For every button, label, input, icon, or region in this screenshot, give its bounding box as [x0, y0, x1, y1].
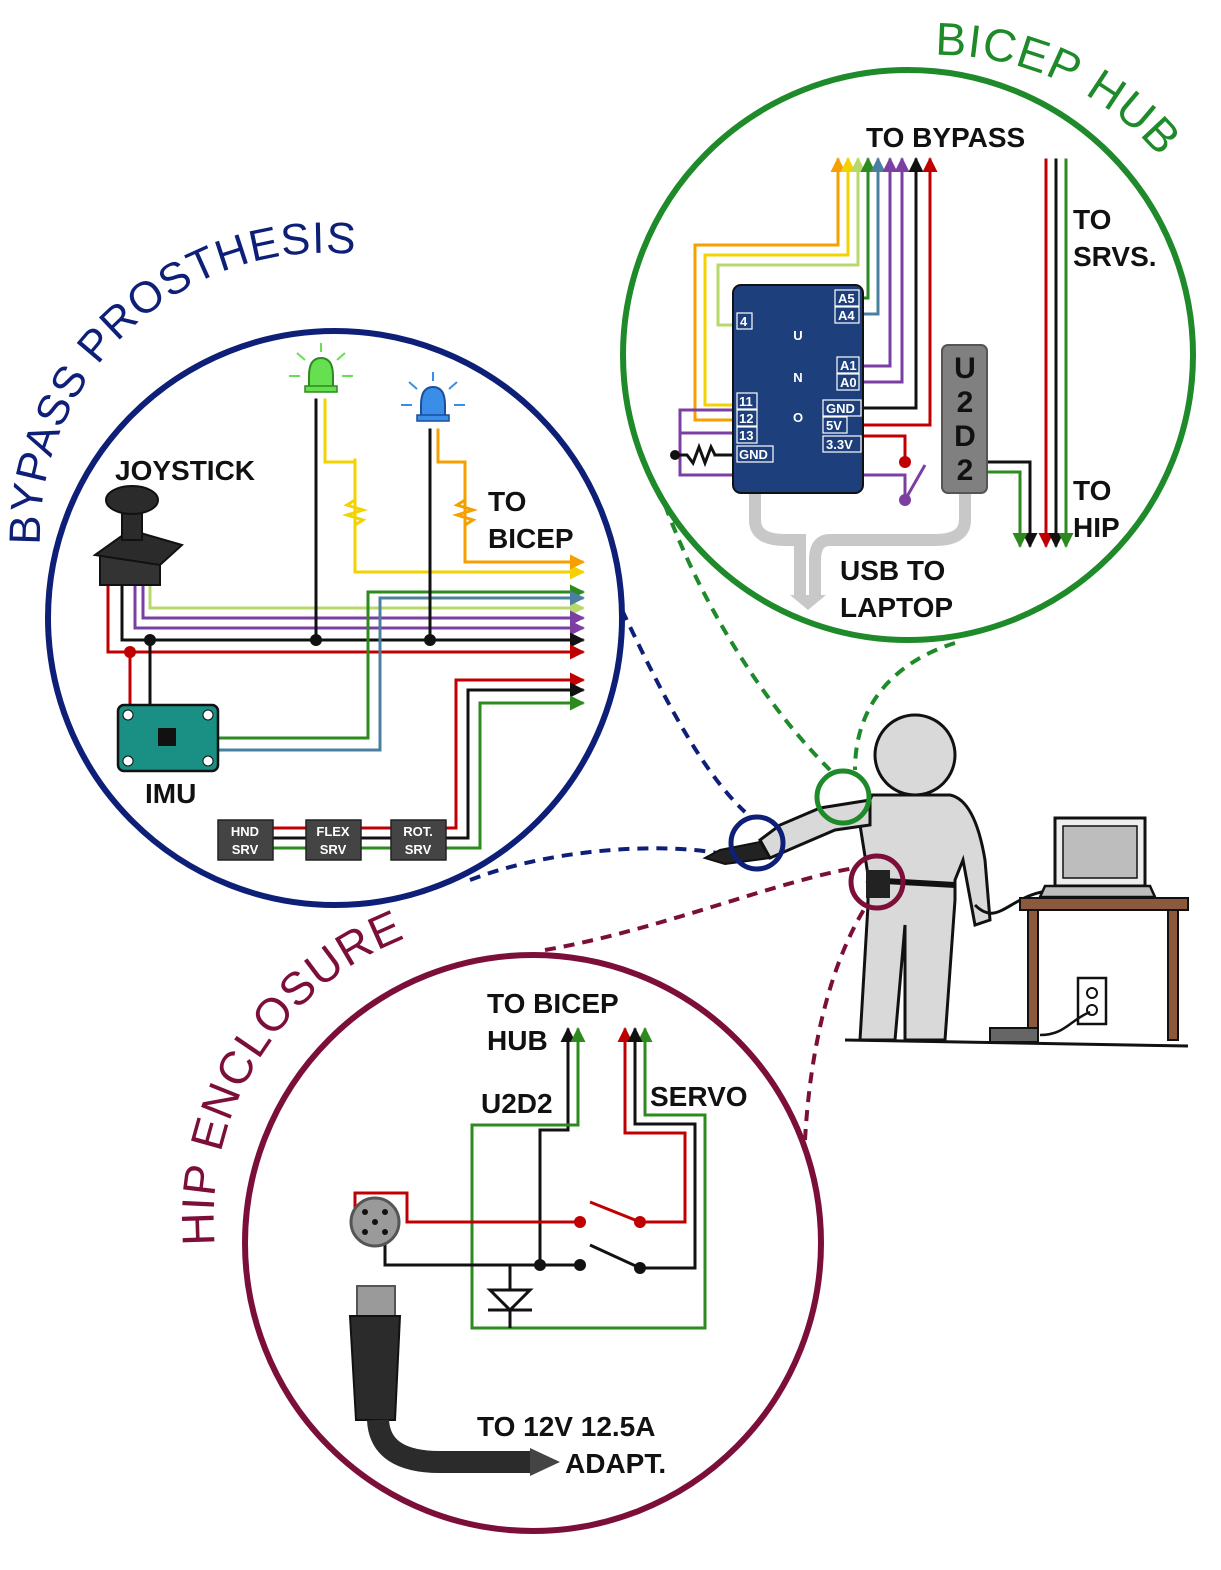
green-led-icon: [289, 343, 353, 393]
scene-person-laptop: [702, 713, 1189, 1048]
arduino-uno-board: U N O 4 11 12 13 GND A5 A4 A1 A0 GND 5V …: [732, 284, 864, 494]
hip-servo-label: SERVO: [650, 1081, 748, 1112]
svg-text:13: 13: [739, 428, 753, 443]
svg-text:FLEX: FLEX: [316, 824, 350, 839]
svg-text:4: 4: [740, 314, 748, 329]
usb-label-line1: USB TO: [840, 555, 945, 586]
usb-label-line2: LAPTOP: [840, 592, 953, 623]
hip-to-bicep-line1: TO BICEP: [487, 988, 619, 1019]
bicep-hub-callout: BICEP HUB TO BYPASS TO SRVS. TO HIP: [620, 13, 1196, 643]
to-hip-line1: TO: [1073, 475, 1111, 506]
imu-board-icon: [116, 703, 220, 773]
svg-text:GND: GND: [739, 447, 768, 462]
svg-text:GND: GND: [826, 401, 855, 416]
hip-enclosure-callout: HIP ENCLOSURE TO BICEP HUB U2D2 SERVO: [171, 899, 824, 1534]
svg-text:U: U: [793, 328, 802, 343]
adapter-label-line2: ADAPT.: [565, 1448, 666, 1479]
svg-text:SRV: SRV: [232, 842, 259, 857]
bypass-prosthesis-callout: BYPASS PROSTHESIS: [1, 213, 625, 908]
svg-text:N: N: [793, 370, 802, 385]
svg-text:D: D: [954, 420, 976, 453]
joystick-icon: [92, 485, 184, 586]
power-jack-icon: [349, 1196, 401, 1248]
svg-text:3.3V: 3.3V: [826, 437, 853, 452]
to-srvs-line2: SRVS.: [1073, 241, 1157, 272]
imu-label: IMU: [145, 778, 196, 809]
bypass-to-bicep-line2: BICEP: [488, 523, 574, 554]
svg-text:2: 2: [957, 454, 974, 487]
svg-text:ROT.: ROT.: [403, 824, 433, 839]
joystick-label: JOYSTICK: [115, 455, 255, 486]
to-srvs-line1: TO: [1073, 204, 1111, 235]
svg-text:5V: 5V: [826, 418, 842, 433]
svg-text:A4: A4: [838, 308, 855, 323]
to-hip-line2: HIP: [1073, 512, 1120, 543]
to-bypass-label: TO BYPASS: [866, 122, 1025, 153]
svg-text:11: 11: [739, 394, 753, 409]
u2d2-module: U 2 D 2: [941, 344, 988, 494]
svg-text:HND: HND: [231, 824, 259, 839]
svg-text:U: U: [954, 352, 976, 385]
svg-text:A1: A1: [840, 358, 857, 373]
servo-box-hand: HND SRV: [217, 819, 274, 861]
servo-box-rot: ROT. SRV: [390, 819, 447, 861]
hip-to-bicep-line2: HUB: [487, 1025, 548, 1056]
blue-led-icon: [401, 372, 465, 422]
adapter-label-line1: TO 12V 12.5A: [477, 1411, 655, 1442]
svg-text:O: O: [793, 410, 803, 425]
bicep-wiring: [670, 155, 1074, 610]
servo-box-flex: FLEX SRV: [305, 819, 362, 861]
bypass-to-bicep-line1: TO: [488, 486, 526, 517]
svg-text:12: 12: [739, 411, 753, 426]
hip-wiring: [353, 1027, 707, 1330]
hip-u2d2-label: U2D2: [481, 1088, 553, 1119]
svg-text:A0: A0: [840, 375, 857, 390]
svg-text:2: 2: [957, 386, 974, 419]
svg-text:A5: A5: [838, 291, 855, 306]
svg-text:SRV: SRV: [320, 842, 347, 857]
svg-text:SRV: SRV: [405, 842, 432, 857]
bypass-wiring: [106, 398, 585, 850]
power-plug-icon: [348, 1285, 560, 1476]
